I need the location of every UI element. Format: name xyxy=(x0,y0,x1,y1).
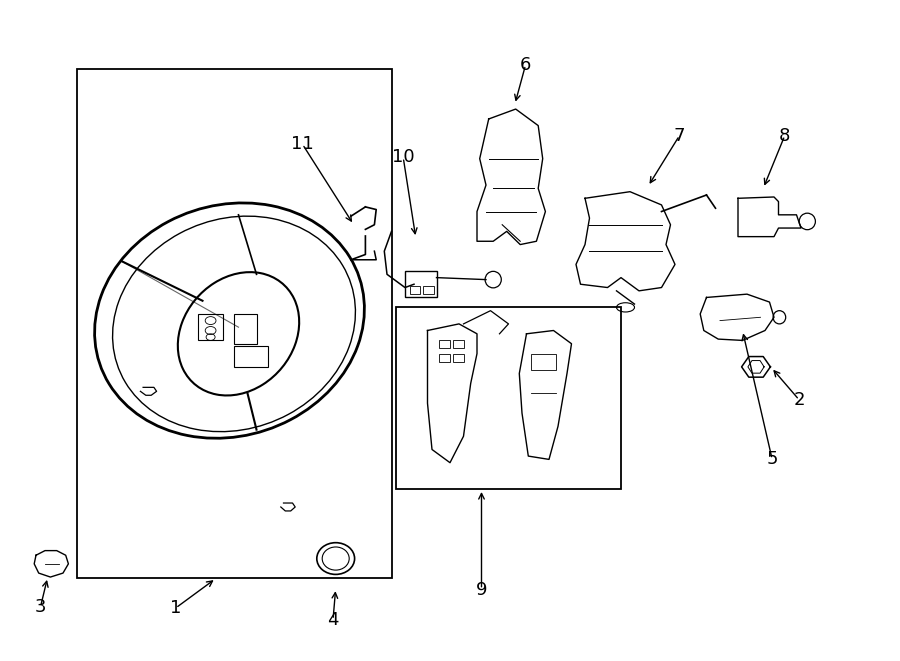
Bar xyxy=(234,346,268,367)
Text: 7: 7 xyxy=(674,126,685,145)
Text: 10: 10 xyxy=(392,148,415,167)
Text: 1: 1 xyxy=(170,599,181,617)
Text: 8: 8 xyxy=(779,126,790,145)
Bar xyxy=(423,286,434,294)
Text: 3: 3 xyxy=(35,598,46,616)
Text: 4: 4 xyxy=(328,611,338,629)
Text: 5: 5 xyxy=(767,450,778,469)
Bar xyxy=(410,286,420,294)
Bar xyxy=(234,314,256,344)
Bar xyxy=(531,354,556,370)
Bar xyxy=(76,69,392,578)
Text: 9: 9 xyxy=(476,580,487,599)
Bar xyxy=(453,354,464,362)
Text: 2: 2 xyxy=(794,391,805,409)
Bar xyxy=(439,354,450,362)
Text: 6: 6 xyxy=(520,56,531,74)
Text: 11: 11 xyxy=(291,135,314,153)
Bar xyxy=(453,340,464,348)
Bar xyxy=(439,340,450,348)
Bar xyxy=(396,307,621,489)
Bar xyxy=(198,314,223,340)
Bar xyxy=(405,271,436,297)
